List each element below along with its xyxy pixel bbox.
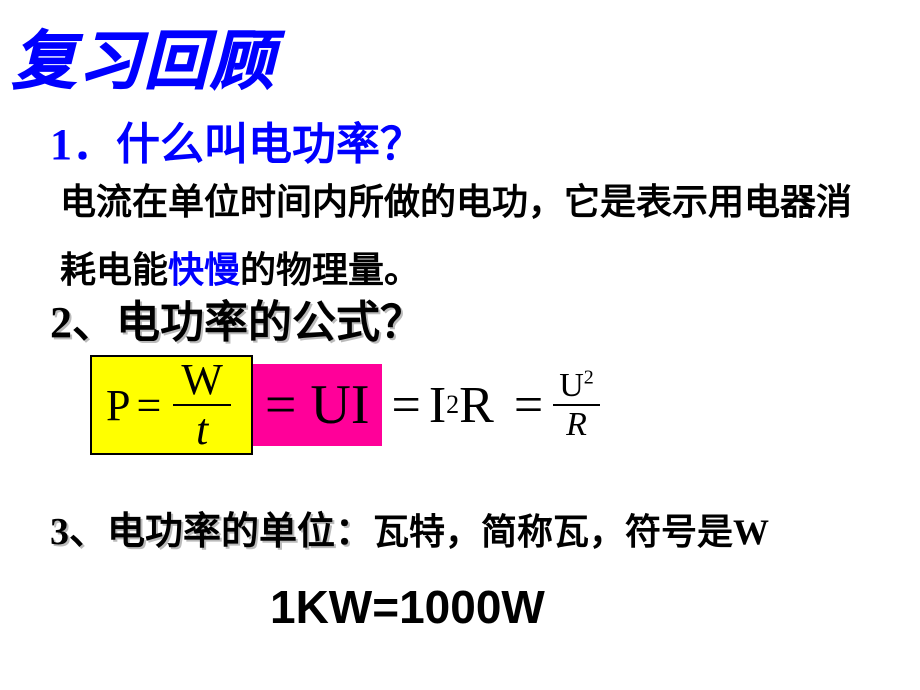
page-title: 复习回顾 [12, 10, 276, 102]
formula-eq1: = [136, 380, 161, 431]
formula-i2r-r: R [459, 376, 494, 435]
formula-row: P = W t = UI = I2R = U2 R [90, 350, 616, 460]
formula-i2r-eq: = [392, 376, 421, 435]
frac-u: U [559, 367, 584, 404]
frac-den-r: R [560, 406, 593, 443]
formula-box-magenta: = UI [253, 364, 382, 446]
frac-u-sup: 2 [584, 366, 594, 388]
formula-i2r: = I2R [382, 376, 504, 435]
definition-text: 电流在单位时间内所做的电功，它是表示用电器消耗电能快慢的物理量。 [60, 168, 880, 305]
formula-frac-u2r: U2 R [553, 367, 600, 444]
formula-ui: = UI [265, 373, 370, 437]
definition-part2: 的物理量。 [240, 250, 420, 290]
unit-conversion: 1KW=1000W [270, 580, 545, 634]
frac-num-u2: U2 [553, 367, 600, 406]
frac-den-t: t [188, 406, 216, 454]
formula-i2r-i: I [429, 376, 446, 435]
formula-box-yellow: P = W t [90, 355, 253, 455]
q3-text: 瓦特，简称瓦，符号是W [373, 512, 769, 552]
frac-num-w: W [173, 356, 231, 406]
q3-label: 3、电功率的单位： [50, 511, 373, 553]
definition-highlight: 快慢 [168, 250, 240, 290]
formula-u2r: = U2 R [504, 367, 616, 444]
formula-frac-wt: W t [173, 356, 231, 455]
formula-u2r-eq: = [514, 376, 543, 435]
question-1: 1．什么叫电功率？ [50, 108, 424, 172]
formula-p: P [106, 380, 130, 431]
question-2: 2、电功率的公式？ [50, 286, 424, 350]
question-3: 3、电功率的单位：瓦特，简称瓦，符号是W [50, 500, 769, 555]
